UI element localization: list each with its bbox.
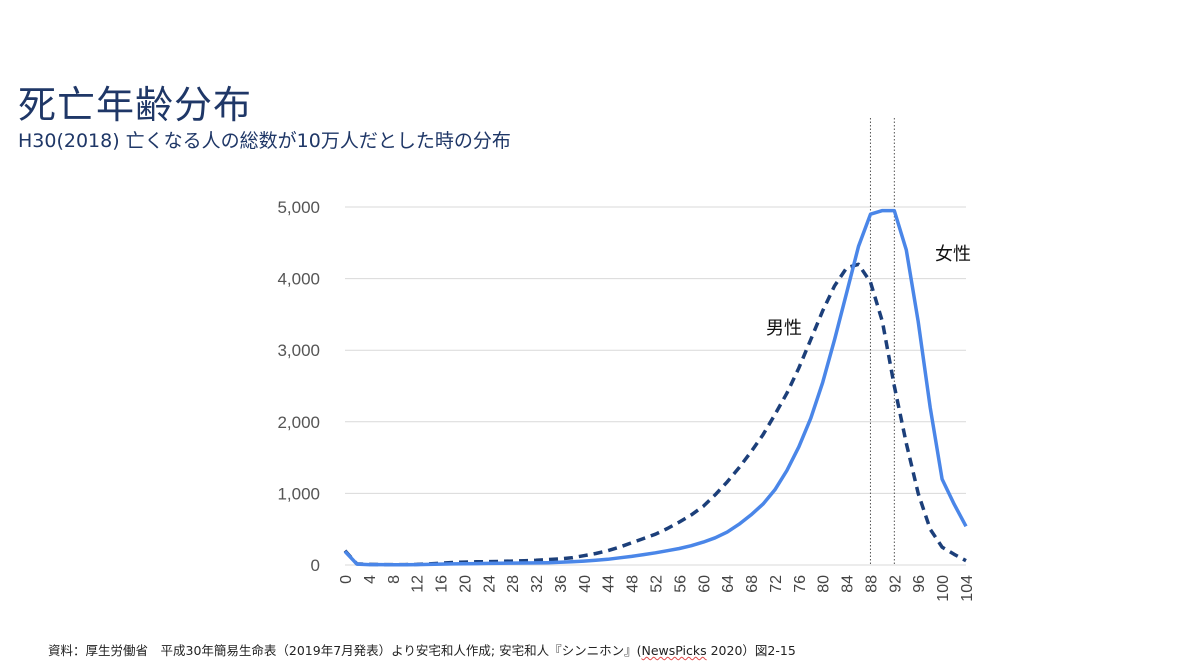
y-tick-label: 5,000 [277, 198, 320, 217]
x-tick-label: 0 [338, 575, 355, 584]
x-tick-label: 80 [816, 575, 833, 593]
footer-suffix: 2020）図2-15 [706, 643, 796, 658]
x-tick-label: 48 [625, 575, 642, 593]
source-footer: 資料：厚生労働省 平成30年簡易生命表（2019年7月発表）より安宅和人作成; … [48, 640, 796, 659]
reference-lines [869, 118, 895, 565]
grid-lines [345, 206, 966, 566]
page-title: 死亡年齢分布 [18, 83, 253, 127]
footer-prefix: 資料：厚生労働省 平成30年簡易生命表（2019年7月発表）より安宅和人作成; … [48, 643, 642, 658]
x-tick-label: 100 [935, 575, 952, 602]
x-tick-label: 32 [529, 575, 546, 593]
y-tick-label: 2,000 [277, 413, 320, 432]
series-label-female: 女性 [935, 244, 971, 265]
series-label-male: 男性 [766, 318, 802, 339]
x-tick-label: 12 [410, 575, 427, 593]
x-tick-label: 8 [386, 575, 403, 584]
x-tick-label: 40 [577, 575, 594, 593]
x-tick-label: 96 [911, 575, 928, 593]
y-tick-label: 3,000 [277, 341, 320, 360]
x-axis: 0 4 8 12 16 20 24 28 32 36 40 44 48 52 56 60 64 68 72 76 80 8… [338, 575, 976, 602]
x-tick-label: 68 [744, 575, 761, 593]
x-tick-label: 72 [768, 575, 785, 593]
footer-publisher: NewsPicks [641, 643, 707, 658]
x-tick-label: 84 [840, 575, 857, 593]
x-tick-label: 52 [649, 575, 666, 593]
x-tick-label: 44 [601, 575, 618, 593]
y-tick-label: 1,000 [277, 484, 320, 503]
page-subtitle: H30(2018) 亡くなる人の総数が10万人だとした時の分布 [18, 130, 511, 152]
x-tick-label: 24 [481, 575, 498, 593]
x-tick-label: 16 [434, 575, 451, 593]
x-tick-label: 76 [792, 575, 809, 593]
y-tick-label: 4,000 [277, 270, 320, 289]
x-tick-label: 104 [959, 575, 976, 602]
y-axis: 0 1,000 2,000 3,000 4,000 5,000 [277, 198, 320, 575]
x-tick-label: 56 [672, 575, 689, 593]
x-tick-label: 28 [505, 575, 522, 593]
series-labels: 男性 女性 [766, 244, 971, 339]
x-tick-label: 60 [696, 575, 713, 593]
x-tick-label: 36 [553, 575, 570, 593]
x-tick-label: 20 [457, 575, 474, 593]
x-tick-label: 88 [863, 575, 880, 593]
x-tick-label: 92 [887, 575, 904, 593]
series-line-male [343, 262, 967, 567]
y-tick-label: 0 [311, 556, 320, 575]
series-line-female [343, 208, 968, 567]
x-tick-label: 64 [720, 575, 737, 593]
series-lines [343, 208, 968, 567]
x-tick-label: 4 [362, 575, 379, 584]
